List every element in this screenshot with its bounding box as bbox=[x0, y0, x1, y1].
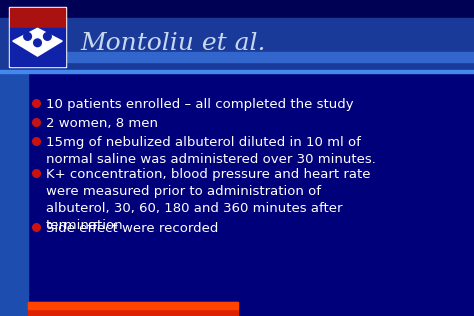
Bar bbox=[10, 28, 65, 66]
Bar bbox=[0, 70, 474, 73]
Text: Montoliu et al.: Montoliu et al. bbox=[80, 33, 265, 56]
Circle shape bbox=[34, 39, 41, 47]
Polygon shape bbox=[13, 28, 62, 56]
Bar bbox=[28, 302, 238, 309]
Bar bbox=[10, 8, 65, 66]
Text: 2 women, 8 men: 2 women, 8 men bbox=[46, 117, 158, 130]
Text: 15mg of nebulized albuterol diluted in 10 ml of
normal saline was administered o: 15mg of nebulized albuterol diluted in 1… bbox=[46, 136, 376, 166]
Text: 10 patients enrolled – all completed the study: 10 patients enrolled – all completed the… bbox=[46, 98, 354, 111]
Circle shape bbox=[44, 33, 51, 40]
Bar bbox=[28, 52, 474, 62]
Text: Side effect were recorded: Side effect were recorded bbox=[46, 222, 219, 235]
Bar bbox=[28, 302, 238, 316]
Bar bbox=[0, 18, 474, 70]
FancyBboxPatch shape bbox=[9, 7, 66, 67]
Circle shape bbox=[24, 33, 31, 40]
Bar bbox=[0, 0, 28, 316]
Text: K+ concentration, blood pressure and heart rate
were measured prior to administr: K+ concentration, blood pressure and hea… bbox=[46, 168, 371, 232]
Bar bbox=[10, 8, 65, 28]
Bar bbox=[0, 0, 474, 18]
